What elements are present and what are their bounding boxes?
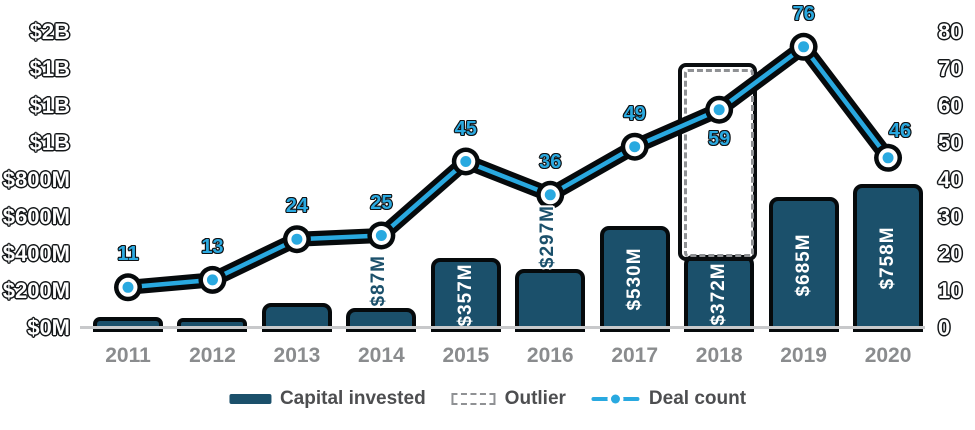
left-axis-tick-8: $0M <box>27 315 70 340</box>
left-axis-tick-3: $1B <box>29 130 70 155</box>
year-label-2014: 2014 <box>357 344 405 367</box>
left-axis-tick-6: $400M <box>2 241 70 266</box>
bar-2017: $530M <box>599 226 670 332</box>
year-label-2013: 2013 <box>273 344 321 367</box>
x-axis-line <box>80 326 925 329</box>
bar-2012 <box>177 318 248 332</box>
deal-count-label-2020: 46 <box>888 119 912 142</box>
year-label-2016: 2016 <box>526 344 574 367</box>
legend-item-outlier: Outlier <box>451 388 566 410</box>
year-label-2011: 2011 <box>105 344 151 367</box>
bar-label-2020: $758M <box>877 226 899 290</box>
right-axis-tick-2: 60 <box>938 93 963 118</box>
bar-label-2018: $372M <box>708 261 730 326</box>
bar-2020: $758M <box>853 184 924 332</box>
legend-label-0: Capital invested <box>279 388 426 409</box>
bar-2018: $372M <box>684 255 755 332</box>
deal-count-swatch-dot <box>611 394 621 404</box>
right-axis-tick-3: 50 <box>938 130 963 155</box>
year-label-2018: 2018 <box>695 344 743 367</box>
left-axis-tick-5: $600M <box>2 204 70 229</box>
outlier-swatch <box>451 393 496 405</box>
left-axis-tick-1: $1B <box>29 56 70 81</box>
right-axis-tick-7: 10 <box>938 278 963 303</box>
right-axis-tick-5: 30 <box>938 204 963 229</box>
year-label-2019: 2019 <box>780 344 827 367</box>
outlier-box <box>684 69 755 258</box>
left-axis-tick-2: $1B <box>29 93 70 118</box>
deal-count-label-2019: 76 <box>792 2 815 25</box>
deal-count-label-2014: 25 <box>370 191 393 214</box>
left-axis-tick-4: $800M <box>2 167 70 192</box>
deal-count-label-2011: 11 <box>117 243 139 266</box>
bar-2015: $357M <box>430 258 501 332</box>
legend-label-1: Outlier <box>504 388 566 409</box>
right-axis-tick-1: 70 <box>938 56 963 81</box>
legend-item-deal-count: Deal count <box>591 388 747 410</box>
bar-2016 <box>515 269 586 332</box>
bar-2011 <box>93 317 163 332</box>
year-label-2017: 2017 <box>611 344 659 367</box>
bar-label-2016: $297M <box>537 204 559 268</box>
year-label-2015: 2015 <box>442 344 490 367</box>
deal-count-label-2018: 59 <box>708 127 731 150</box>
deal-count-label-2012: 13 <box>201 235 224 258</box>
bar-label-2019: $685M <box>792 232 814 297</box>
right-axis-tick-0: 80 <box>938 19 963 44</box>
deal-count-label-2015: 45 <box>454 117 477 140</box>
deal-count-label-2017: 49 <box>623 102 646 125</box>
right-axis-tick-4: 40 <box>938 167 963 192</box>
right-axis-tick-8: 0 <box>938 315 951 340</box>
legend-item-capital-invested: Capital invested <box>228 388 426 410</box>
legend: Capital invested Outlier Deal count <box>228 388 747 410</box>
bar-label-2015: $357M <box>454 263 476 327</box>
bar-2019: $685M <box>768 197 839 332</box>
year-label-2012: 2012 <box>189 344 236 367</box>
year-label-2020: 2020 <box>864 344 912 367</box>
deal-count-swatch-marker <box>607 391 624 407</box>
left-axis-tick-7: $200M <box>2 278 70 303</box>
legend-label-2: Deal count <box>648 388 747 409</box>
right-axis-tick-6: 20 <box>938 241 963 266</box>
deal-count-label-2016: 36 <box>539 150 562 173</box>
bar-label-2014: $87M <box>368 255 390 307</box>
deal-count-label-2013: 24 <box>285 195 309 218</box>
left-axis-tick-0: $2B <box>29 19 70 44</box>
deal-count-swatch <box>591 390 640 408</box>
capital-invested-swatch <box>228 394 271 404</box>
bar-label-2017: $530M <box>623 247 645 311</box>
